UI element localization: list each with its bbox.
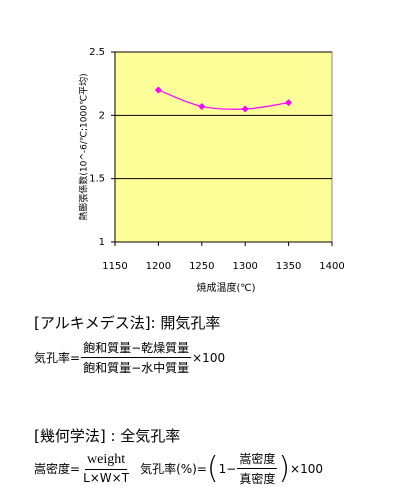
formula: 嵩密度= weight L×W×T 気孔率(%)= ( 1− 嵩密度 真密度 )… xyxy=(34,450,394,487)
x-tick-label: 1400 xyxy=(319,261,344,272)
marker xyxy=(154,86,162,94)
formula-lhs: 気孔率= xyxy=(34,351,81,365)
x-tick-label: 1200 xyxy=(146,261,171,272)
x-tick-label: 1150 xyxy=(102,261,127,272)
y-tick-label: 1.5 xyxy=(89,174,105,185)
y-axis-label: 熱膨張係数(10^-6/℃;1000℃平均) xyxy=(78,73,90,220)
numerator: 嵩密度 xyxy=(237,450,278,469)
factor: ×100 xyxy=(290,461,324,476)
factor: ×100 xyxy=(192,350,226,365)
denominator: L×W×T xyxy=(83,471,130,485)
series-line xyxy=(158,89,289,110)
marker xyxy=(198,102,206,110)
numerator: 飽和質量−乾燥質量 xyxy=(81,339,192,358)
one-minus: 1− xyxy=(218,461,237,476)
heading: [幾何学法] : 全気孔率 xyxy=(34,427,181,445)
x-tick-label: 1250 xyxy=(189,261,214,272)
plot-area xyxy=(114,51,333,243)
chart: 焼成温度(℃) 熱膨張係数(10^-6/℃;1000℃平均) 1 1.5 2 2.5 1… xyxy=(78,47,345,294)
heading: [アルキメデス法]: 開気孔率 xyxy=(34,314,221,332)
formula: 気孔率= 飽和質量−乾燥質量 飽和質量−水中質量 ×100 xyxy=(34,339,394,376)
fraction: 飽和質量−乾燥質量 飽和質量−水中質量 xyxy=(81,339,192,376)
paren: ) xyxy=(278,450,291,486)
x-tick-label: 1350 xyxy=(276,261,301,272)
formula-lhs: 気孔率(%)= xyxy=(140,462,207,476)
archimedes-section: [アルキメデス法]: 開気孔率 気孔率= 飽和質量−乾燥質量 飽和質量−水中質量… xyxy=(34,312,394,376)
x-tick-label: 1300 xyxy=(232,261,257,272)
paren: ( xyxy=(206,450,219,486)
geometric-section: [幾何学法] : 全気孔率 嵩密度= weight L×W×T 気孔率(%)= … xyxy=(34,425,394,487)
denominator: 飽和質量−水中質量 xyxy=(83,361,190,375)
fraction: 嵩密度 真密度 xyxy=(237,450,278,487)
x-axis-label: 焼成温度(℃) xyxy=(196,281,255,294)
y-tick-label: 2 xyxy=(99,110,105,121)
numerator: weight xyxy=(85,452,128,470)
denominator: 真密度 xyxy=(239,472,276,486)
y-tick-label: 1 xyxy=(99,237,105,248)
marker xyxy=(285,99,293,107)
formula-lhs: 嵩密度= xyxy=(34,462,81,476)
fraction: weight L×W×T xyxy=(81,452,131,485)
y-tick-label: 2.5 xyxy=(89,47,105,58)
marker xyxy=(241,105,249,113)
